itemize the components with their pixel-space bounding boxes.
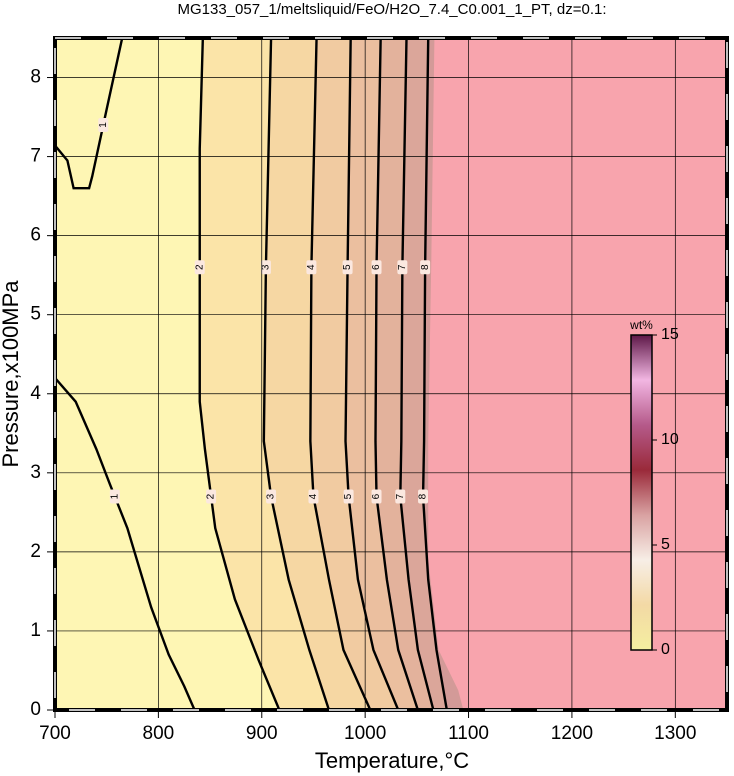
colorbar-tick-label: 5 xyxy=(661,536,670,553)
contour-label: 4 xyxy=(306,264,317,270)
contour-label: 3 xyxy=(261,264,272,270)
contour-label: 2 xyxy=(206,493,217,499)
contour-label: 6 xyxy=(371,264,382,270)
contour-label: 5 xyxy=(342,264,353,270)
y-tick-label: 8 xyxy=(30,67,41,88)
contour-label: 1 xyxy=(98,122,109,128)
contour-label: 1 xyxy=(109,493,120,499)
contour-label: 2 xyxy=(194,264,205,270)
x-tick-label: 800 xyxy=(143,723,175,744)
contour-label: 6 xyxy=(371,493,382,499)
x-tick-label: 1100 xyxy=(448,723,489,744)
contour-label-bg xyxy=(206,489,217,504)
contour-label: 4 xyxy=(308,493,319,499)
contour-label: 3 xyxy=(266,493,277,499)
x-axis-label: Temperature,°C xyxy=(315,748,469,773)
contour-label-bg xyxy=(98,117,109,132)
contour-label-bg xyxy=(343,489,354,504)
x-tick-label: 900 xyxy=(246,723,278,744)
colorbar xyxy=(630,334,653,651)
y-tick-label: 6 xyxy=(30,225,41,246)
contour-line xyxy=(55,377,196,710)
contour-line xyxy=(198,38,281,710)
contour-label: 8 xyxy=(420,264,431,270)
x-tick-label: 700 xyxy=(39,723,71,744)
contour-label-bg xyxy=(420,260,431,275)
y-tick-label: 2 xyxy=(30,541,41,562)
contour-label-bg xyxy=(395,489,406,504)
contour-label-bg xyxy=(194,260,205,275)
contour-label-bg xyxy=(371,260,382,275)
contour-label: 7 xyxy=(397,264,408,270)
contour-label-bg xyxy=(306,260,317,275)
contour-label-bg xyxy=(397,260,408,275)
colorbar-tick-label: 15 xyxy=(661,326,679,343)
frame-inner xyxy=(54,37,728,711)
contour-label-bg xyxy=(266,489,277,504)
colorbar-tick-label: 0 xyxy=(661,641,670,658)
colorbar-tick-label: 10 xyxy=(661,431,679,448)
y-tick-label: 3 xyxy=(30,462,41,483)
x-tick-label: 1200 xyxy=(551,723,593,744)
y-axis-label: Pressure,x100MPa xyxy=(0,280,23,468)
contour-label-bg xyxy=(260,260,271,275)
contour-label: 8 xyxy=(418,493,429,499)
contour-label-bg xyxy=(308,489,319,504)
contour-label-bg xyxy=(109,489,120,504)
colorbar-label: wt% xyxy=(629,318,653,332)
contour-line xyxy=(55,38,124,190)
contour-label-bg xyxy=(342,260,353,275)
chart-title: MG133_057_1/meltsliquid/FeO/H2O_7.4_C0.0… xyxy=(177,1,606,18)
y-tick-label: 7 xyxy=(30,146,41,167)
contour-label-bg xyxy=(418,489,429,504)
contour-label: 5 xyxy=(343,493,354,499)
y-tick-label: 0 xyxy=(30,699,41,720)
contour-label-bg xyxy=(371,489,382,504)
masked-region xyxy=(428,38,727,710)
y-tick-label: 5 xyxy=(30,304,41,325)
y-tick-label: 1 xyxy=(30,620,41,641)
x-tick-label: 1000 xyxy=(344,723,386,744)
x-tick-label: 1300 xyxy=(654,723,696,744)
contour-label: 7 xyxy=(395,493,406,499)
y-tick-label: 4 xyxy=(30,383,41,404)
